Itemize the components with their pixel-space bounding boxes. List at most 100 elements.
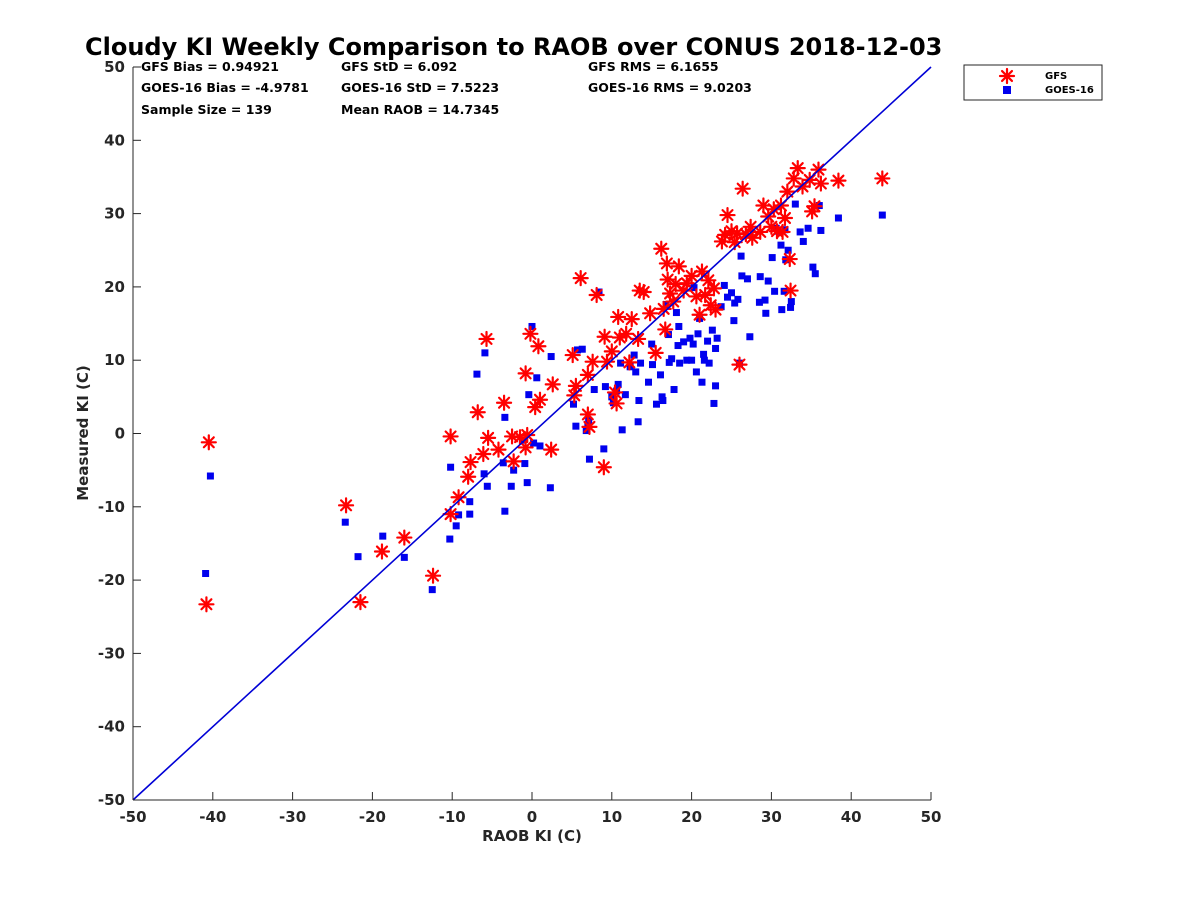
goes16-point: [878, 211, 886, 219]
goes16-point: [731, 299, 739, 307]
gfs-point: [595, 459, 612, 476]
goes16-point: [648, 340, 656, 348]
gfs-point: [621, 354, 638, 371]
x-tick-label: -30: [279, 808, 306, 826]
x-axis-label: RAOB KI (C): [482, 827, 582, 845]
y-axis-label: Measured KI (C): [74, 365, 92, 501]
gfs-point: [731, 356, 748, 373]
gfs-point: [581, 418, 598, 436]
goes16-point: [635, 397, 643, 405]
gfs-point: [200, 434, 217, 451]
goes16-point: [501, 507, 509, 515]
gfs-point: [572, 270, 589, 287]
gfs-point: [806, 198, 823, 215]
goes16-point: [710, 399, 718, 407]
goes16-point: [720, 281, 728, 289]
gfs-point: [567, 377, 584, 394]
goes16-point: [705, 359, 713, 367]
goes16-point: [569, 400, 577, 408]
goes16-point: [546, 484, 554, 492]
goes16-point: [590, 386, 598, 394]
goes16-point: [614, 380, 622, 388]
goes16-point: [809, 263, 817, 271]
legend-gfs-label: GFS: [1045, 71, 1067, 82]
goes16-point: [601, 383, 609, 391]
goes16-point: [756, 273, 764, 281]
stat-gfs-rms: GFS RMS = 6.1655: [588, 59, 719, 74]
chart-title: Cloudy KI Weekly Comparison to RAOB over…: [85, 33, 942, 61]
goes16-point: [674, 342, 682, 350]
gfs-point: [544, 376, 561, 393]
goes16-point: [771, 287, 779, 295]
x-tick-label: 20: [681, 808, 702, 826]
y-tick-label: -30: [98, 644, 125, 662]
goes16-point: [630, 351, 638, 359]
legend-gfs-marker: [998, 67, 1016, 85]
gfs-point: [642, 305, 659, 322]
goes16-point: [621, 391, 629, 399]
goes16-point: [618, 426, 626, 434]
gfs-point: [691, 306, 708, 323]
axis-ticks: -50 -40 -30 -20 -10 0 10 20 30 40 50 50 40 30 20 10 0 -10…: [98, 58, 942, 826]
stat-sample-size: Sample Size = 139: [141, 102, 272, 117]
goes16-point: [738, 272, 746, 280]
plot-area: -50 -40 -30 -20 -10 0 10 20 30 40 50 50 40 30 20 10 0 -10…: [98, 58, 942, 826]
goes16-point: [668, 355, 676, 363]
goes16-point: [689, 340, 697, 348]
goes16-point: [658, 393, 666, 401]
gfs-point: [352, 593, 369, 611]
gfs-point: [543, 441, 560, 458]
goes16-point: [799, 237, 807, 245]
gfs-point: [517, 365, 534, 382]
gfs-point: [442, 428, 459, 445]
gfs-point: [653, 240, 670, 257]
gfs-point: [658, 255, 675, 272]
goes16-point: [483, 482, 491, 490]
goes16-point: [700, 350, 708, 358]
goes16-point: [528, 322, 536, 330]
goes16-point: [680, 338, 688, 346]
stat-goes-bias: GOES-16 Bias = -4.9781: [141, 80, 309, 95]
goes16-point: [530, 439, 538, 447]
goes16-point: [762, 309, 770, 317]
goes16-point: [712, 382, 720, 390]
goes16-point: [617, 359, 625, 367]
gfs-point: [774, 223, 791, 241]
y-tick-label: -50: [98, 791, 125, 809]
goes16-point: [481, 349, 489, 357]
gfs-point: [584, 353, 601, 370]
goes16-point: [341, 518, 349, 526]
goes16-point: [834, 214, 842, 222]
goes16-point: [683, 356, 691, 364]
gfs-point: [606, 384, 624, 401]
gfs-point: [490, 441, 507, 458]
goes16-point: [728, 289, 735, 297]
gfs-point: [579, 366, 596, 383]
x-tick-label: -40: [199, 808, 226, 826]
x-tick-label: 40: [841, 808, 862, 826]
x-tick-label: -10: [439, 808, 466, 826]
gfs-point: [647, 344, 664, 361]
x-tick-label: -20: [359, 808, 386, 826]
legend-goes16-label: GOES-16: [1045, 85, 1094, 96]
gfs-point: [579, 406, 596, 423]
goes16-point: [804, 224, 812, 232]
stat-mean-raob: Mean RAOB = 14.7345: [341, 102, 499, 117]
goes16-point: [724, 293, 732, 301]
gfs-point: [462, 453, 479, 471]
goes16-point: [645, 378, 653, 386]
goes16-point: [600, 445, 608, 453]
gfs-point: [610, 308, 627, 326]
goes16-point: [446, 535, 454, 543]
gfs-point: [505, 453, 522, 470]
goes16-point: [692, 368, 700, 376]
gfs-point: [789, 160, 806, 177]
y-tick-label: 50: [104, 58, 125, 76]
gfs-point: [782, 282, 799, 299]
gfs-point: [564, 346, 581, 364]
goes16-point: [507, 482, 515, 490]
gfs-point: [517, 439, 534, 456]
gfs-point: [657, 321, 674, 338]
goes16-point: [764, 277, 772, 285]
goes16-point: [632, 368, 640, 376]
